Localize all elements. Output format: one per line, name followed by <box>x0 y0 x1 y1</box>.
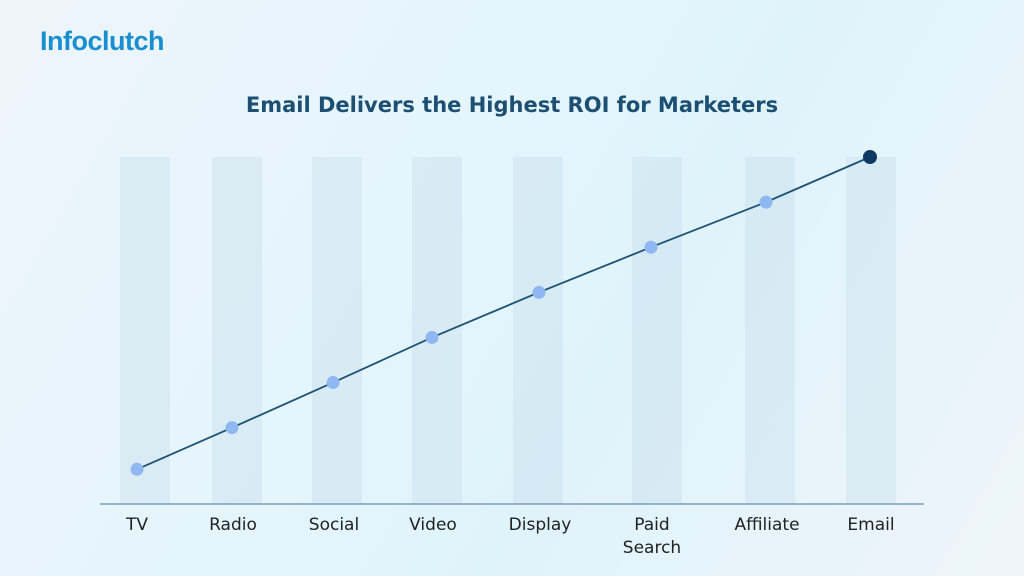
x-tick-label: Paid Search <box>623 515 681 558</box>
point-social <box>326 376 340 390</box>
band-4 <box>513 157 563 504</box>
x-tick-label: Affiliate <box>734 515 799 535</box>
point-display <box>532 285 546 299</box>
point-paid-search <box>644 240 658 254</box>
band-1 <box>212 157 262 504</box>
band-5 <box>632 157 682 504</box>
x-tick-label: Social <box>309 515 359 535</box>
point-video <box>425 330 439 344</box>
x-tick-label: Email <box>847 515 894 535</box>
point-radio <box>225 421 239 435</box>
band-0 <box>120 157 170 504</box>
x-tick-label: Radio <box>209 515 257 535</box>
x-tick-label: TV <box>125 515 148 535</box>
band-3 <box>412 157 462 504</box>
band-7 <box>846 157 896 504</box>
x-tick-label: Display <box>509 515 572 535</box>
point-tv <box>130 462 144 476</box>
band-6 <box>745 157 795 504</box>
chart-title: Email Delivers the Highest ROI for Marke… <box>245 93 779 117</box>
band-2 <box>312 157 362 504</box>
point-affiliate <box>759 195 773 209</box>
point-email <box>863 150 877 164</box>
x-tick-label: Video <box>409 515 457 535</box>
infoclutch-logo: Infoclutch <box>40 26 165 56</box>
series-line <box>136 156 871 471</box>
